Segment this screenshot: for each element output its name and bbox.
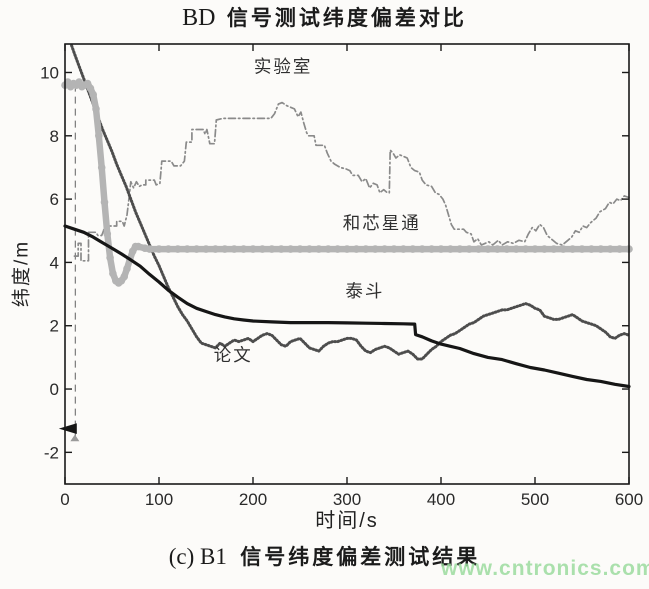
plot-border: [64, 43, 630, 485]
watermark: www.cntronics.com: [441, 557, 649, 580]
series-marker-和芯星通: [155, 245, 163, 253]
series-marker-和芯星通: [559, 245, 567, 253]
chart-title-main: 信号测试纬度偏差对比: [226, 7, 467, 30]
series-line-泰斗: [63, 224, 631, 389]
series-marker-和芯星通: [120, 272, 128, 281]
series-marker-和芯星通: [174, 245, 182, 253]
series-marker-和芯星通: [286, 245, 295, 253]
triangle-up-marker: [70, 434, 80, 442]
x-tick-label: 500: [521, 490, 549, 509]
series-marker-和芯星通: [86, 84, 95, 93]
series-marker-和芯星通: [258, 245, 267, 253]
series-line-实验室: [73, 101, 630, 262]
x-tick-label: 0: [60, 490, 69, 509]
series-marker-和芯星通: [106, 253, 114, 262]
x-tick-label: 600: [615, 490, 643, 509]
series-marker-和芯星通: [503, 245, 511, 253]
series-marker-和芯星通: [249, 245, 257, 253]
x-tick-label: 400: [427, 490, 455, 509]
y-tick-label: 2: [50, 317, 59, 336]
series-marker-和芯星通: [418, 245, 427, 253]
series-marker-和芯星通: [183, 245, 191, 253]
series-marker-和芯星通: [615, 245, 624, 253]
chart-title-prefix: BD: [182, 5, 216, 31]
series-marker-和芯星通: [221, 245, 229, 253]
chart-title: BD 信号测试纬度偏差对比: [0, 2, 649, 32]
series-marker-和芯星通: [352, 245, 361, 253]
series-marker-和芯星通: [92, 105, 100, 113]
x-tick-label: 100: [145, 490, 173, 509]
series-marker-和芯星通: [239, 245, 248, 253]
series-marker-和芯星通: [202, 245, 210, 253]
figure-caption: (c) B1 信号纬度偏差测试结果: [0, 541, 649, 571]
x-axis-label: 时间/s: [315, 510, 379, 532]
y-axis-label: 纬度/m: [11, 239, 33, 308]
series-marker-和芯星通: [484, 245, 492, 253]
series-marker-和芯星通: [409, 245, 417, 253]
series-marker-和芯星通: [597, 245, 605, 253]
series-marker-和芯星通: [456, 245, 464, 253]
figure-caption-main: 信号纬度偏差测试结果: [240, 546, 481, 569]
series-marker-和芯星通: [95, 132, 103, 140]
series-marker-和芯星通: [531, 245, 539, 253]
series-marker-和芯星通: [362, 245, 370, 253]
y-tick-label: 8: [50, 127, 59, 146]
series-marker-和芯星通: [343, 245, 351, 253]
series-marker-和芯星通: [134, 242, 143, 251]
series-marker-和芯星通: [427, 245, 436, 253]
series-label-annotation: 实验室: [254, 56, 313, 76]
y-tick-label: -2: [44, 443, 59, 462]
series-marker-和芯星通: [390, 245, 398, 253]
series-marker-和芯星通: [100, 198, 109, 207]
series-marker-和芯星通: [315, 245, 323, 253]
series-marker-和芯星通: [465, 245, 474, 253]
series-marker-和芯星通: [568, 245, 577, 253]
series-marker-和芯星通: [145, 245, 154, 253]
y-tick-label: 4: [50, 253, 59, 272]
series-marker-和芯星通: [380, 245, 389, 253]
series-marker-和芯星通: [103, 230, 112, 238]
y-tick-label: 6: [50, 190, 59, 209]
series-marker-和芯星通: [333, 245, 342, 253]
series-marker-和芯星通: [109, 269, 117, 278]
series-label-annotation: 和芯星通: [343, 213, 421, 233]
series-marker-和芯星通: [97, 163, 106, 172]
series-marker-和芯星通: [587, 245, 596, 253]
series-marker-和芯星通: [277, 245, 286, 253]
series-marker-和芯星通: [164, 245, 173, 253]
x-tick-label: 200: [239, 490, 267, 509]
series-marker-和芯星通: [540, 245, 549, 253]
series-marker-和芯星通: [324, 245, 333, 253]
series-marker-和芯星通: [305, 245, 314, 253]
series-marker-和芯星通: [474, 245, 483, 253]
series-marker-和芯星通: [268, 245, 276, 253]
series-label-annotation: 论文: [214, 345, 253, 365]
series-marker-和芯星通: [512, 245, 520, 253]
series-marker-和芯星通: [230, 245, 238, 253]
x-tick-label: 300: [333, 490, 361, 509]
series-marker-和芯星通: [550, 245, 558, 253]
series-marker-和芯星通: [399, 245, 408, 253]
y-tick-label: 0: [50, 380, 59, 399]
series-marker-和芯星通: [578, 245, 586, 253]
series-marker-和芯星通: [521, 245, 530, 253]
series-marker-和芯星通: [123, 264, 131, 273]
series-marker-和芯星通: [493, 245, 502, 253]
figure-caption-prefix: (c) B1: [168, 544, 227, 569]
triangle-left-marker: [58, 423, 77, 435]
series-marker-和芯星通: [211, 245, 220, 253]
series-label-annotation: 泰斗: [345, 281, 384, 301]
series-marker-和芯星通: [296, 245, 304, 253]
series-marker-和芯星通: [446, 245, 455, 253]
series-marker-和芯星通: [192, 245, 201, 253]
series-line-论文: [70, 44, 631, 361]
series-marker-和芯星通: [606, 245, 614, 253]
series-marker-和芯星通: [89, 90, 97, 99]
series-marker-和芯星通: [437, 245, 445, 253]
series-marker-和芯星通: [371, 245, 380, 253]
y-tick-label: 10: [40, 63, 59, 82]
